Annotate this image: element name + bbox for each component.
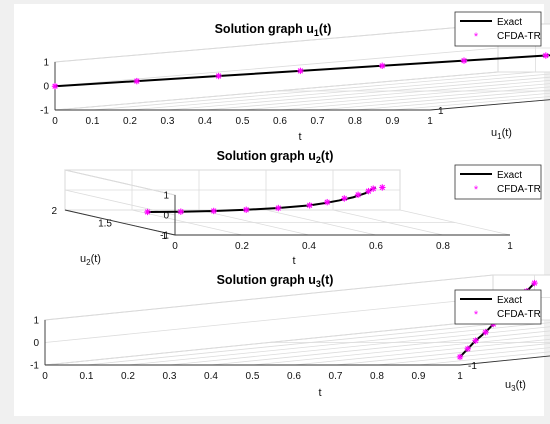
cfda-tr-marker: [379, 184, 386, 191]
panel-u3-depth-axis-label: u3(t): [505, 379, 526, 393]
x-tick-label: 0.9: [412, 371, 426, 382]
x-tick-label: 1: [427, 116, 433, 127]
panel-u1-depth-axis-label: u1(t): [491, 127, 512, 141]
depth-tick-label: 1: [438, 106, 444, 117]
x-tick-label: 0: [42, 371, 48, 382]
cfda-tr-marker: [275, 204, 282, 212]
cfda-tr-marker: [460, 57, 468, 64]
legend-cfda-marker-swatch: *: [474, 31, 479, 43]
x-tick-label: 0.4: [204, 371, 218, 382]
x-tick-label: 0.9: [386, 116, 400, 127]
cfda-tr-marker: [133, 77, 140, 85]
panel-u3-x-axis-label: t: [318, 387, 321, 399]
x-tick-label: 0.1: [80, 371, 94, 382]
panel-u2-title: Solution graph u2(t): [217, 149, 334, 165]
depth-axis-line: [429, 99, 550, 111]
legend-cfda-marker-swatch: *: [474, 309, 479, 321]
cfda-tr-marker: [464, 345, 471, 352]
cfda-tr-marker: [177, 208, 185, 215]
v-tick-label: 1: [163, 191, 169, 202]
legend-cfda-label: CFDA-TR: [497, 184, 541, 195]
depth-tick-label: -1: [468, 361, 477, 372]
x-tick-label: 0.4: [198, 116, 212, 127]
cfda-tr-marker: [456, 353, 464, 361]
depth-axis-line: [64, 209, 176, 236]
cfda-tr-marker: [365, 187, 372, 195]
x-tick-label: 1: [457, 371, 463, 382]
v-tick-label: 1: [43, 58, 49, 69]
x-tick-label: 0.6: [369, 241, 383, 252]
cfda-tr-marker: [370, 185, 377, 192]
panel-u2-legend: Exact * CFDA-TR: [454, 164, 542, 200]
x-tick-label: 0.3: [163, 371, 177, 382]
legend-exact-label: Exact: [497, 17, 522, 28]
x-tick-label: 0.3: [161, 116, 175, 127]
depth-axis-line: [459, 355, 550, 366]
cfda-tr-marker: [144, 208, 151, 216]
cfda-tr-marker: [323, 198, 331, 206]
cfda-tr-marker: [354, 191, 362, 198]
x-tick-label: 0.4: [302, 241, 316, 252]
v-tick-label: 0: [33, 338, 39, 349]
x-tick-label: 0.1: [86, 116, 100, 127]
x-tick-label: 0.2: [123, 116, 137, 127]
legend-cfda-label: CFDA-TR: [497, 309, 541, 320]
x-tick-label: 0.8: [436, 241, 450, 252]
x-tick-label: 0.8: [370, 371, 384, 382]
panel-u2-depth-axis-label: u2(t): [80, 253, 101, 267]
depth-tick-label: 2: [51, 206, 57, 217]
cfda-tr-marker: [297, 67, 304, 75]
v-tick-label: 1: [33, 316, 39, 327]
panel-u3-title: Solution graph u3(t): [217, 273, 334, 289]
panel-u1-title: Solution graph u1(t): [215, 22, 332, 38]
v-tick-label: 0: [163, 211, 169, 222]
legend-exact-label: Exact: [497, 170, 522, 181]
panel-u3: Solution graph u3(t) 0 0.1 0.2 0.3 0.4 0.5 0.6…: [30, 273, 550, 399]
cfda-tr-marker: [210, 207, 217, 215]
cfda-tr-marker: [482, 328, 489, 336]
cfda-tr-marker: [306, 202, 313, 209]
panel-u2-x-axis-label: t: [292, 255, 295, 267]
panel-u1-x-axis-label: t: [298, 131, 301, 143]
x-tick-label: 0.6: [273, 116, 287, 127]
x-tick-label: 0: [172, 241, 178, 252]
v-tick-label: -1: [30, 361, 39, 372]
x-tick-label: 0.7: [329, 371, 343, 382]
x-tick-label: 0.2: [235, 241, 249, 252]
panel-u2: Solution graph u2(t) 0 0.2 0.4 0.6 0.8 1-1011…: [51, 149, 542, 267]
panel-u3-legend: Exact * CFDA-TR: [454, 289, 542, 325]
legend-exact-label: Exact: [497, 295, 522, 306]
cfda-tr-marker: [51, 83, 59, 90]
cfda-tr-marker: [341, 195, 348, 202]
v-tick-label: -1: [160, 231, 169, 242]
panel-u1-legend: Exact * CFDA-TR: [454, 11, 542, 47]
x-tick-label: 1: [507, 241, 513, 252]
cfda-tr-marker: [531, 279, 538, 287]
x-tick-label: 0.6: [287, 371, 301, 382]
legend-cfda-label: CFDA-TR: [497, 31, 541, 42]
cfda-tr-marker: [472, 337, 479, 344]
x-tick-label: 0.2: [121, 371, 135, 382]
cfda-tr-marker: [542, 52, 549, 59]
cfda-tr-marker: [243, 206, 250, 213]
depth-tick-label: 1.5: [98, 219, 112, 230]
x-tick-label: 0.5: [236, 116, 250, 127]
panel-u1: Solution graph u1(t) 0 0.1 0.2 0.3 0.4 0.5 0.6…: [40, 11, 550, 143]
legend-cfda-marker-swatch: *: [474, 184, 479, 196]
x-tick-label: 0: [52, 116, 58, 127]
x-tick-label: 0.8: [348, 116, 362, 127]
x-tick-label: 0.7: [311, 116, 325, 127]
v-tick-label: -1: [40, 106, 49, 117]
v-tick-label: 0: [43, 82, 49, 93]
depth-tick-label: 1: [161, 231, 167, 242]
cfda-tr-marker: [215, 72, 222, 80]
cfda-tr-marker: [379, 62, 386, 69]
x-tick-label: 0.5: [246, 371, 260, 382]
